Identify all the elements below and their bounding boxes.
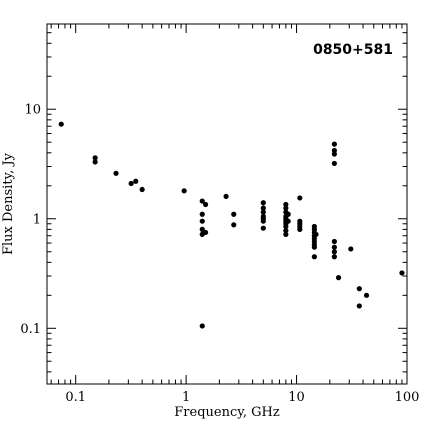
data-point xyxy=(260,200,266,206)
data-point xyxy=(113,170,119,176)
data-point xyxy=(363,292,370,298)
x-tick-label: 100 xyxy=(395,390,420,405)
data-point xyxy=(139,186,145,193)
data-point xyxy=(260,225,266,231)
data-point xyxy=(202,201,209,208)
data-point xyxy=(92,155,98,161)
data-point xyxy=(199,211,205,217)
data-point xyxy=(199,218,205,224)
data-point xyxy=(297,226,303,232)
chart-title: 0850+581 xyxy=(313,42,393,58)
tick-marks xyxy=(47,23,408,384)
data-point xyxy=(199,323,205,329)
data-point xyxy=(260,209,266,215)
data-point xyxy=(311,254,317,260)
data-point xyxy=(331,238,337,245)
data-point xyxy=(260,218,266,224)
y-tick-label: 10 xyxy=(24,103,41,118)
data-point xyxy=(231,222,237,228)
data-point xyxy=(58,121,64,127)
data-point xyxy=(260,205,266,211)
data-point xyxy=(223,193,229,200)
data-point xyxy=(283,231,289,237)
data-point xyxy=(399,270,405,276)
data-point xyxy=(335,275,342,281)
data-point xyxy=(311,244,317,250)
data-point xyxy=(285,211,291,217)
data-point xyxy=(199,198,205,204)
data-point xyxy=(231,211,237,217)
data-point xyxy=(313,231,319,237)
data-point xyxy=(285,218,291,224)
data-point xyxy=(331,244,337,250)
data-point xyxy=(133,178,139,184)
data-point xyxy=(331,160,337,167)
plot-frame xyxy=(46,23,408,385)
data-point xyxy=(283,223,289,230)
x-axis-label: Frequency, GHz xyxy=(174,405,280,420)
data-point xyxy=(356,303,362,309)
data-point xyxy=(297,195,303,201)
data-point xyxy=(92,159,98,165)
data-point xyxy=(331,249,337,255)
tick-labels: 0.1 1 10 100 0.1 1 10 xyxy=(20,103,419,405)
data-point xyxy=(199,226,205,232)
data-point xyxy=(331,151,337,157)
y-tick-label: 1 xyxy=(33,212,41,227)
data-points xyxy=(58,121,405,329)
data-point xyxy=(202,229,209,236)
y-axis-label: Flux Density, Jy xyxy=(1,152,16,255)
data-point xyxy=(181,188,187,194)
data-point xyxy=(283,205,289,211)
x-tick-label: 0.1 xyxy=(65,390,86,405)
data-point xyxy=(356,286,362,292)
data-point xyxy=(283,227,289,234)
data-point xyxy=(128,180,134,187)
y-tick-label: 0.1 xyxy=(20,322,41,337)
data-point xyxy=(348,246,354,252)
data-point xyxy=(331,254,337,260)
data-point xyxy=(331,141,337,147)
x-tick-label: 10 xyxy=(288,390,305,405)
x-tick-label: 1 xyxy=(182,390,190,405)
data-point xyxy=(283,201,289,208)
